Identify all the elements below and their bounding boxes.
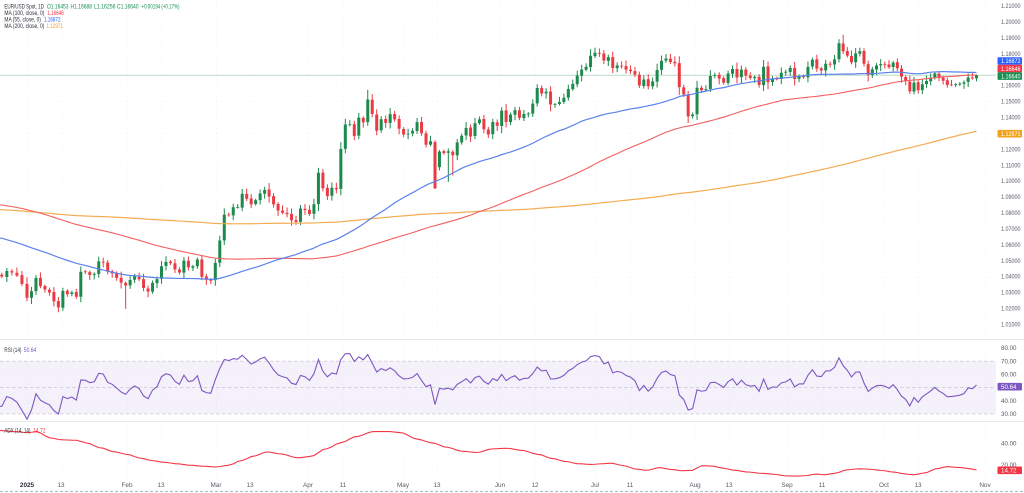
svg-text:Jul: Jul bbox=[591, 482, 599, 489]
svg-text:13: 13 bbox=[914, 482, 922, 489]
svg-text:1.01000: 1.01000 bbox=[1001, 322, 1021, 329]
svg-text:50.64: 50.64 bbox=[24, 347, 37, 354]
svg-text:1.06000: 1.06000 bbox=[1001, 242, 1021, 249]
svg-text:1.07000: 1.07000 bbox=[1001, 226, 1021, 233]
svg-text:1.08000: 1.08000 bbox=[1001, 210, 1021, 217]
svg-text:Apr: Apr bbox=[303, 482, 314, 489]
svg-text:1.05000: 1.05000 bbox=[1001, 258, 1021, 265]
svg-text:1.16646: 1.16646 bbox=[47, 10, 64, 17]
svg-text:40.00: 40.00 bbox=[1001, 441, 1017, 448]
svg-text:Mar: Mar bbox=[210, 482, 222, 489]
svg-text:13: 13 bbox=[433, 482, 441, 489]
svg-text:May: May bbox=[397, 482, 410, 489]
svg-text:1.10000: 1.10000 bbox=[1001, 178, 1021, 185]
svg-text:L1.16256: L1.16256 bbox=[94, 3, 116, 10]
svg-text:1.12971: 1.12971 bbox=[1001, 131, 1021, 138]
svg-text:40.00: 40.00 bbox=[1001, 398, 1017, 405]
svg-text:Oct: Oct bbox=[879, 482, 889, 489]
svg-text:1.14000: 1.14000 bbox=[1001, 115, 1021, 122]
svg-text:O1.16453: O1.16453 bbox=[47, 3, 69, 10]
svg-text:RSI (14): RSI (14) bbox=[4, 347, 21, 354]
svg-text:14.72: 14.72 bbox=[33, 428, 46, 435]
svg-text:MA (200, close, 0): MA (200, close, 0) bbox=[4, 23, 44, 30]
svg-text:1.16872: 1.16872 bbox=[44, 17, 61, 24]
svg-text:EUR/USD Spot, 1D: EUR/USD Spot, 1D bbox=[4, 3, 44, 10]
svg-text:1.03000: 1.03000 bbox=[1001, 290, 1021, 297]
svg-text:1.16872: 1.16872 bbox=[1001, 58, 1021, 65]
svg-text:1.15000: 1.15000 bbox=[1001, 99, 1021, 106]
svg-text:30.00: 30.00 bbox=[1001, 411, 1017, 418]
svg-text:13: 13 bbox=[725, 482, 733, 489]
svg-text:14.72: 14.72 bbox=[1001, 468, 1017, 475]
svg-text:Feb: Feb bbox=[121, 482, 132, 489]
svg-text:1.18000: 1.18000 bbox=[1001, 51, 1021, 58]
svg-text:Sep: Sep bbox=[781, 482, 793, 489]
svg-text:80.00: 80.00 bbox=[1001, 345, 1017, 352]
svg-text:1.20000: 1.20000 bbox=[1001, 19, 1021, 26]
svg-text:Nov: Nov bbox=[979, 482, 991, 489]
svg-text:1.12000: 1.12000 bbox=[1001, 146, 1021, 153]
svg-text:+0.00194 (+0.17%): +0.00194 (+0.17%) bbox=[142, 3, 180, 10]
svg-text:1.11000: 1.11000 bbox=[1001, 162, 1021, 169]
svg-text:1.16000: 1.16000 bbox=[1001, 83, 1021, 90]
svg-text:ADX (14, 14): ADX (14, 14) bbox=[4, 428, 30, 435]
svg-text:1.09000: 1.09000 bbox=[1001, 194, 1021, 201]
svg-text:1.16640: 1.16640 bbox=[1001, 73, 1021, 80]
svg-text:Aug: Aug bbox=[689, 482, 701, 489]
svg-text:1.16646: 1.16646 bbox=[1001, 66, 1021, 73]
svg-text:11: 11 bbox=[340, 482, 347, 489]
svg-text:20.00: 20.00 bbox=[1001, 462, 1017, 469]
svg-text:13: 13 bbox=[246, 482, 254, 489]
svg-text:13: 13 bbox=[57, 482, 65, 489]
svg-text:13: 13 bbox=[157, 482, 165, 489]
svg-text:1.02000: 1.02000 bbox=[1001, 306, 1021, 313]
svg-text:H1.16688: H1.16688 bbox=[71, 3, 93, 10]
svg-text:MA (100, close, 0): MA (100, close, 0) bbox=[4, 10, 44, 17]
svg-text:12: 12 bbox=[531, 482, 539, 489]
svg-text:2025: 2025 bbox=[20, 482, 35, 489]
svg-text:60.00: 60.00 bbox=[1001, 372, 1017, 379]
svg-text:11: 11 bbox=[819, 482, 826, 489]
svg-text:1.21000: 1.21000 bbox=[1001, 3, 1021, 10]
svg-text:1.19000: 1.19000 bbox=[1001, 35, 1021, 42]
svg-text:50.64: 50.64 bbox=[1001, 384, 1017, 391]
svg-text:MA (55, close, 0): MA (55, close, 0) bbox=[4, 17, 41, 24]
svg-text:1.04000: 1.04000 bbox=[1001, 274, 1021, 281]
svg-text:Jun: Jun bbox=[495, 482, 506, 489]
svg-text:11: 11 bbox=[627, 482, 634, 489]
svg-text:C1.16640: C1.16640 bbox=[117, 3, 139, 10]
svg-text:1.12971: 1.12971 bbox=[47, 23, 64, 30]
svg-text:70.00: 70.00 bbox=[1001, 358, 1017, 365]
